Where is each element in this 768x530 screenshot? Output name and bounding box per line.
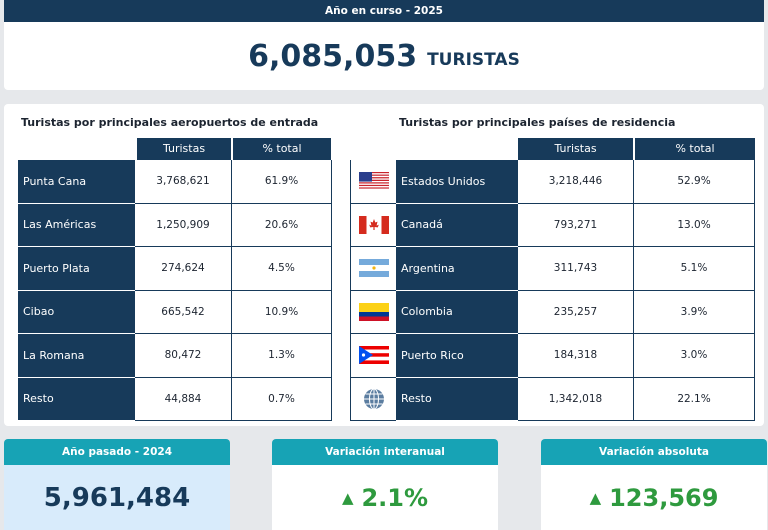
up-triangle-icon: ▲ [341,488,354,507]
airport-tourists: 665,542 [135,290,232,334]
canada-flag-icon [350,203,396,247]
country-tourists: 1,342,018 [518,377,634,421]
previous-year-label: Año pasado - 2024 [4,439,230,465]
yoy-variation-label: Variación interanual [272,439,498,465]
airport-name: Las Américas [18,203,135,247]
airport-tourists: 3,768,621 [135,160,232,204]
countries-col-pct: % total [635,138,755,160]
airport-name: La Romana [18,334,135,378]
country-name: Puerto Rico [396,334,518,378]
countries-title: Turistas por principales países de resid… [399,116,676,129]
airport-pct: 61.9% [232,160,332,204]
argentina-flag-icon [350,247,396,291]
airport-tourists: 1,250,909 [135,203,232,247]
country-pct: 52.9% [634,160,755,204]
country-pct: 3.9% [634,290,755,334]
yoy-variation-kpi: Variación interanual ▲ 2.1% [272,439,498,530]
airport-tourists: 44,884 [135,377,232,421]
tables-card: Turistas por principales aeropuertos de … [4,104,764,426]
country-pct: 5.1% [634,247,755,291]
puerto-rico-flag-icon [350,334,396,378]
airports-title: Turistas por principales aeropuertos de … [21,116,319,129]
colombia-flag-icon [350,290,396,334]
country-name: Canadá [396,203,518,247]
airport-pct: 0.7% [232,377,332,421]
absolute-variation-value: 123,569 [609,483,719,512]
yoy-variation-value: 2.1% [361,483,429,512]
airport-pct: 1.3% [232,334,332,378]
country-name: Estados Unidos [396,160,518,204]
airport-pct: 4.5% [232,247,332,291]
country-pct: 3.0% [634,334,755,378]
country-pct: 22.1% [634,377,755,421]
current-year-header: Año en curso - 2025 [4,0,764,22]
country-tourists: 184,318 [518,334,634,378]
up-triangle-icon: ▲ [589,488,602,507]
previous-year-value: 5,961,484 [4,465,230,530]
airport-name: Puerto Plata [18,247,135,291]
country-tourists: 311,743 [518,247,634,291]
country-name: Colombia [396,290,518,334]
country-tourists: 235,257 [518,290,634,334]
total-tourists-value: 6,085,053 [248,38,418,74]
airport-name: Resto [18,377,135,421]
country-pct: 13.0% [634,203,755,247]
country-tourists: 793,271 [518,203,634,247]
airports-col-pct: % total [233,138,331,160]
country-name: Argentina [396,247,518,291]
airport-tourists: 80,472 [135,334,232,378]
total-tourists-card: 6,085,053 TURISTAS [4,22,764,90]
previous-year-kpi: Año pasado - 2024 5,961,484 [4,439,230,530]
airport-tourists: 274,624 [135,247,232,291]
airport-pct: 20.6% [232,203,332,247]
airport-name: Punta Cana [18,160,135,204]
globe-icon [350,377,396,421]
absolute-variation-label: Variación absoluta [541,439,767,465]
country-name: Resto [396,377,518,421]
airports-col-tourists: Turistas [137,138,231,160]
absolute-variation-kpi: Variación absoluta ▲ 123,569 [541,439,767,530]
airport-pct: 10.9% [232,290,332,334]
usa-flag-icon [350,160,396,204]
country-tourists: 3,218,446 [518,160,634,204]
countries-col-tourists: Turistas [518,138,633,160]
total-tourists-unit: TURISTAS [427,50,520,70]
airport-name: Cibao [18,290,135,334]
